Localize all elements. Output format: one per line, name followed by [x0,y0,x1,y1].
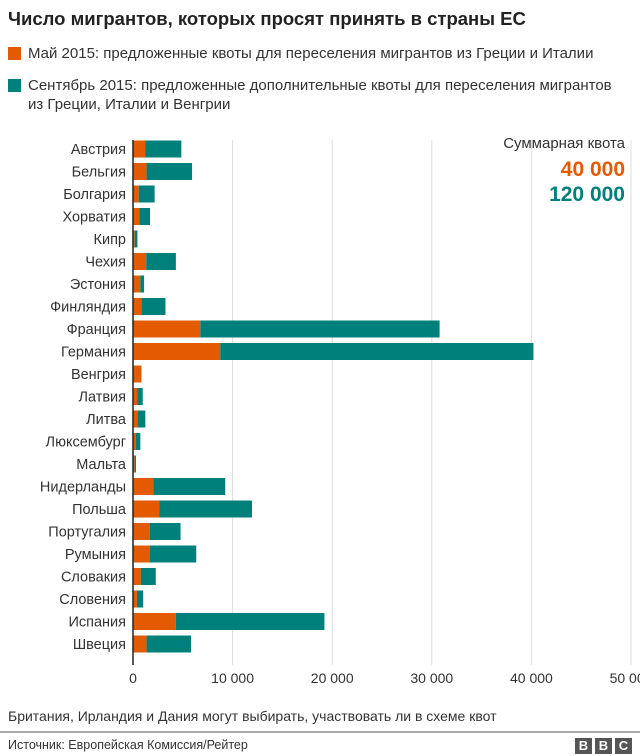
category-label: Литва [86,412,127,428]
logo-letter: B [595,738,612,754]
x-tick-label: 50 000 [610,670,640,686]
bar-may [133,163,147,180]
bar-may [133,343,221,360]
legend-label: Сентябрь 2015: предложенные дополнительн… [28,77,612,113]
bar-september [149,523,181,540]
bbc-logo: B B C [575,738,632,754]
bar-may [133,298,142,315]
category-label: Словакия [61,570,126,586]
x-tick-label: 10 000 [211,670,254,686]
total-value: 40 000 [561,158,625,181]
bar-may [133,140,146,158]
bar-may [133,320,201,338]
bar-may [133,365,142,383]
total-value: 120 000 [549,183,625,206]
bar-may [133,613,176,630]
category-label: Франция [67,322,126,338]
bar-may [133,590,137,608]
category-label: Бельгия [72,165,126,181]
bar-september [134,455,136,473]
category-label: Испания [68,615,126,631]
bar-may [133,478,154,495]
category-label: Болгария [63,187,126,203]
bar-september [141,298,166,315]
category-label: Швеция [73,637,126,653]
bar-september [134,230,138,248]
bar-may [133,500,160,518]
legend-label: Май 2015: предложенные квоты для пересел… [28,45,594,62]
category-label: Венгрия [71,367,126,383]
bar-september [159,500,252,518]
bar-september [139,208,151,225]
bar-september [145,140,182,158]
category-label: Мальта [76,457,127,473]
category-label: Румыния [65,547,126,563]
logo-letter: C [615,738,632,754]
legend-item-september: Сентябрь 2015: предложенные дополнительн… [8,76,628,114]
bar-september [220,343,534,360]
bar-september [146,253,176,270]
category-label: Кипр [94,232,126,248]
bar-september [137,410,146,428]
bar-september [149,545,197,563]
category-label: Чехия [85,255,126,271]
category-label: Португалия [48,525,126,541]
bar-september [138,185,155,203]
category-label: Хорватия [62,210,126,226]
bar-may [133,253,147,270]
bar-september [135,433,141,450]
divider [0,731,640,733]
legend-swatch-teal [8,79,21,92]
category-label: Латвия [78,390,126,406]
bar-may [133,433,136,450]
bar-september [140,568,156,585]
bar-may [133,545,150,563]
bar-september [136,590,144,608]
category-label: Финляндия [50,300,126,316]
bar-may [133,455,135,473]
category-label: Германия [61,345,126,361]
bar-may [133,635,147,653]
category-label: Эстония [70,277,126,293]
x-tick-label: 0 [129,670,137,686]
bar-september [175,613,325,630]
bar-may [133,568,141,585]
source: Источник: Европейская Комиссия/Рейтер [8,738,248,752]
bar-may [133,275,141,293]
category-label: Словения [59,592,126,608]
footnote: Британия, Ирландия и Дания могут выбират… [8,708,497,724]
bar-september [140,275,145,293]
logo-letter: B [575,738,592,754]
legend-item-may: Май 2015: предложенные квоты для пересел… [8,44,628,63]
bar-september [146,163,193,180]
category-label: Нидерланды [40,480,126,496]
bar-may [133,523,150,540]
x-tick-label: 30 000 [410,670,453,686]
bar-may [133,230,135,248]
legend-swatch-orange [8,47,21,60]
x-tick-label: 20 000 [311,670,354,686]
bar-september [146,635,192,653]
bar-may [133,185,139,203]
bar-may [133,410,138,428]
bar-september [200,320,440,338]
bar-september [153,478,226,495]
bar-may [133,208,140,225]
bar-september [137,388,143,405]
chart-title: Число мигрантов, которых просят принять … [8,8,526,29]
bar-may [133,388,138,405]
category-label: Люксембург [46,435,126,451]
category-label: Польша [72,502,127,518]
totals-label: Суммарная квота [503,135,625,152]
x-tick-label: 40 000 [510,670,553,686]
category-label: Австрия [71,142,126,158]
